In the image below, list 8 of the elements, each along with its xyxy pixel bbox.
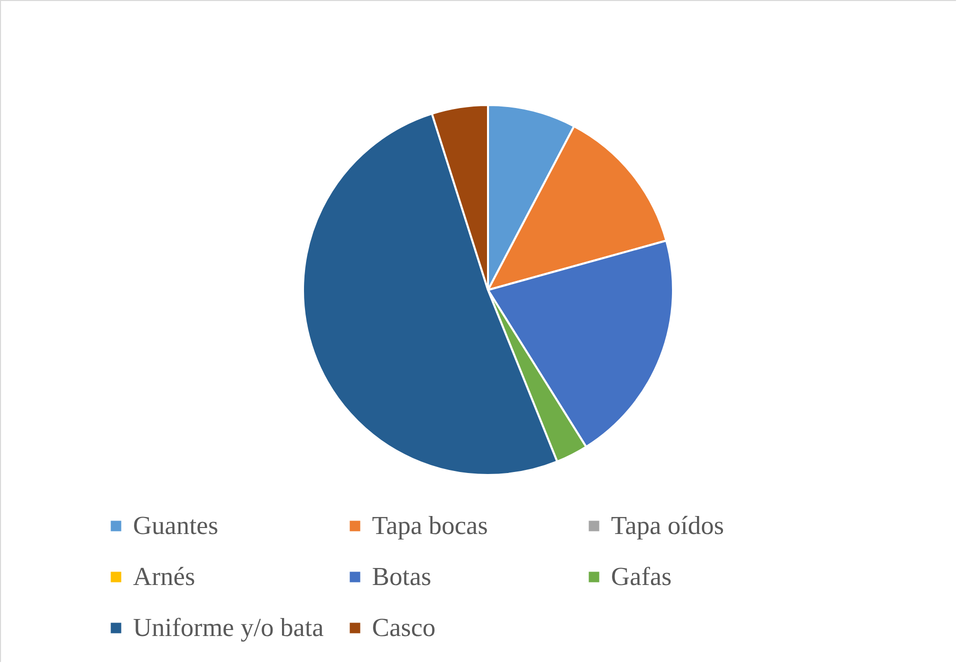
legend-label: Gafas xyxy=(611,562,672,591)
legend-label: Guantes xyxy=(133,511,218,540)
legend-label: Tapa bocas xyxy=(372,511,488,540)
legend-label: Botas xyxy=(372,562,432,591)
legend-label: Casco xyxy=(372,613,436,642)
legend-label: Tapa oídos xyxy=(611,511,724,540)
legend-label: Uniforme y/o bata xyxy=(133,613,324,642)
legend-label: Arnés xyxy=(133,562,196,591)
